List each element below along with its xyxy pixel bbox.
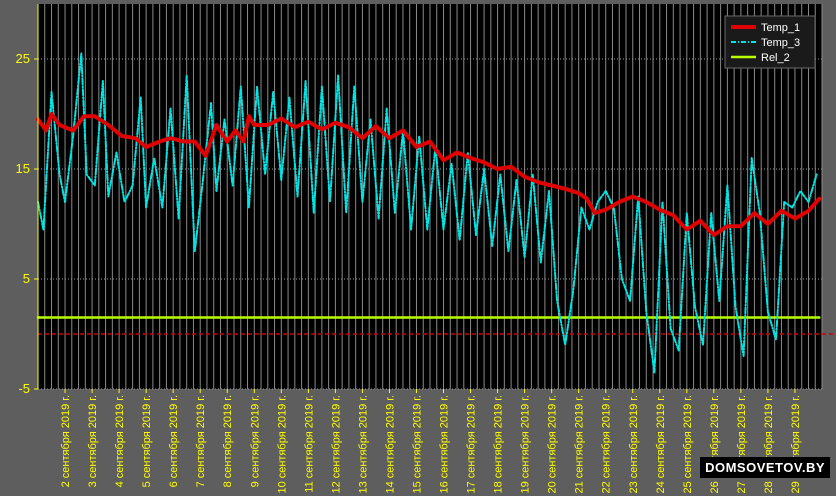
x-tick-label: 26 сентября 2019 г.: [709, 395, 721, 494]
x-tick-label: 12 сентября 2019 г.: [330, 395, 342, 494]
series-layer: [36, 52, 822, 374]
legend-label-rel_2: Rel_2: [761, 52, 790, 64]
watermark: DOMSOVETOV.BY: [700, 457, 830, 478]
x-tick-label: 13 сентября 2019 г.: [357, 395, 369, 494]
x-tick-label: 20 сентября 2019 г.: [547, 395, 559, 494]
y-tick-label: 15: [16, 161, 30, 176]
y-tick-labels: -5 5 15 25: [16, 51, 38, 396]
x-tick-label: 4 сентября 2019 г.: [114, 395, 126, 487]
x-tick-label: 24 сентября 2019 г.: [655, 395, 667, 494]
legend-label-temp_3: Temp_3: [761, 37, 800, 49]
x-tick-label: 7 сентября 2019 г.: [195, 395, 207, 487]
legend-box: [724, 15, 816, 69]
x-tick-label: 11 сентября 2019 г.: [303, 395, 315, 493]
x-tick-label: 23 сентября 2019 г.: [628, 395, 640, 494]
y-tick-label: 25: [16, 51, 30, 66]
x-tick-label: 28 сентября 2019 г.: [763, 395, 775, 494]
y-tick-label: 5: [23, 271, 30, 286]
x-tick-label: 18 сентября 2019 г.: [493, 395, 505, 494]
x-tick-label: 27 сентября 2019 г.: [736, 395, 748, 494]
x-tick-label: 25 сентября 2019 г.: [682, 395, 694, 494]
x-tick-label: 14 сентября 2019 г.: [384, 395, 396, 494]
x-tick-label: 29 сентября 2019 г.: [790, 395, 802, 494]
legend-label-temp_1: Temp_1: [761, 22, 800, 34]
x-tick-label: 9 сентября 2019 г.: [249, 395, 261, 487]
x-tick-label: 19 сентября 2019 г.: [520, 395, 532, 494]
x-tick-label: 17 сентября 2019 г.: [466, 395, 478, 494]
x-tick-label: 6 сентября 2019 г.: [168, 395, 180, 487]
series-line-temp_1: [36, 112, 822, 237]
x-tick-label: 21 сентября 2019 г.: [574, 395, 586, 494]
x-tick-label: 3 сентября 2019 г.: [87, 395, 99, 487]
x-tick-label: 15 сентября 2019 г.: [412, 395, 424, 494]
x-tick-label: 22 сентября 2019 г.: [601, 395, 613, 494]
x-tick-label: 8 сентября 2019 г.: [222, 395, 234, 487]
y-tick-label: -5: [18, 381, 30, 396]
x-tick-labels: 2 сентября 2019 г. 3 сентября 2019 г. 4 се…: [60, 389, 802, 494]
legend: Temp_1 Temp_3 Rel_2: [724, 15, 816, 69]
series-line-temp_3: [37, 52, 818, 374]
x-tick-label: 2 сентября 2019 г.: [60, 395, 72, 487]
x-tick-label: 5 сентября 2019 г.: [141, 395, 153, 487]
x-tick-label: 16 сентября 2019 г.: [439, 395, 451, 494]
x-tick-label: 10 сентября 2019 г.: [276, 395, 288, 494]
